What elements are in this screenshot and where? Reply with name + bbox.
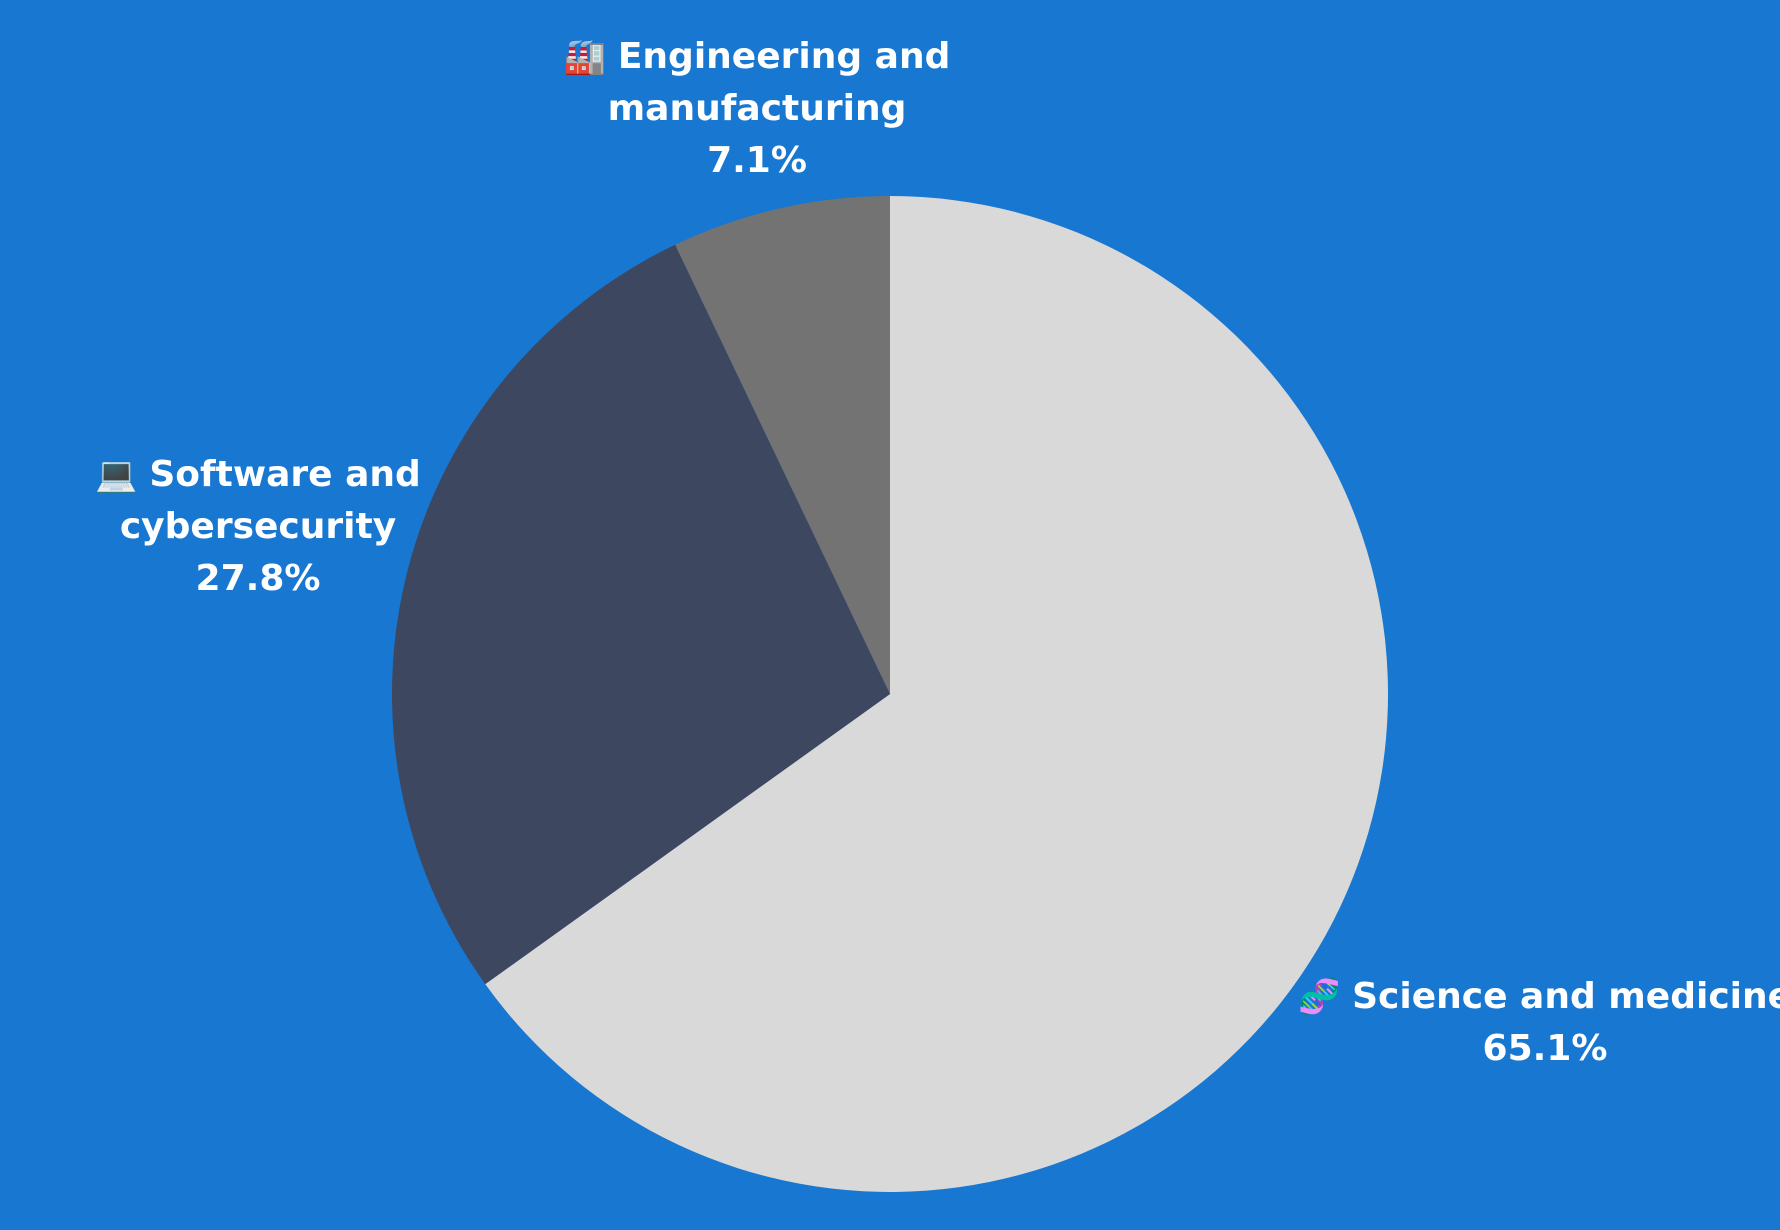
laptop-icon: 💻 bbox=[95, 455, 149, 495]
slice-labels: 🧬 Science and medicine 65.1% 💻 Software an… bbox=[95, 36, 1780, 1069]
slice-percent-label: 27.8% bbox=[196, 558, 321, 599]
pie-slice-engineering-and-manufacturing bbox=[675, 196, 890, 694]
slice-label-software-and-cybersecurity: 💻 Software and cybersecurity 27.8% bbox=[95, 454, 421, 599]
slice-name-label: 🧬 Science and medicine bbox=[1298, 976, 1780, 1017]
pie-slice-software-and-cybersecurity bbox=[392, 244, 890, 985]
pie-slices bbox=[392, 196, 1389, 1192]
slice-label-science-and-medicine: 🧬 Science and medicine 65.1% bbox=[1298, 976, 1780, 1069]
slice-name-label: 🏭 Engineering and bbox=[564, 36, 951, 77]
pie-slice-science-and-medicine bbox=[485, 196, 1389, 1192]
factory-icon: 🏭 bbox=[564, 37, 618, 77]
slice-name-label: 💻 Software and bbox=[95, 454, 421, 495]
slice-label-engineering-and-manufacturing: 🏭 Engineering and manufacturing 7.1% bbox=[564, 36, 951, 181]
slice-name-label: cybersecurity bbox=[120, 506, 396, 547]
slice-name-label: manufacturing bbox=[608, 88, 907, 129]
dna-icon: 🧬 bbox=[1298, 976, 1352, 1017]
slice-percent-label: 7.1% bbox=[707, 140, 807, 181]
slice-percent-label: 65.1% bbox=[1483, 1028, 1608, 1069]
